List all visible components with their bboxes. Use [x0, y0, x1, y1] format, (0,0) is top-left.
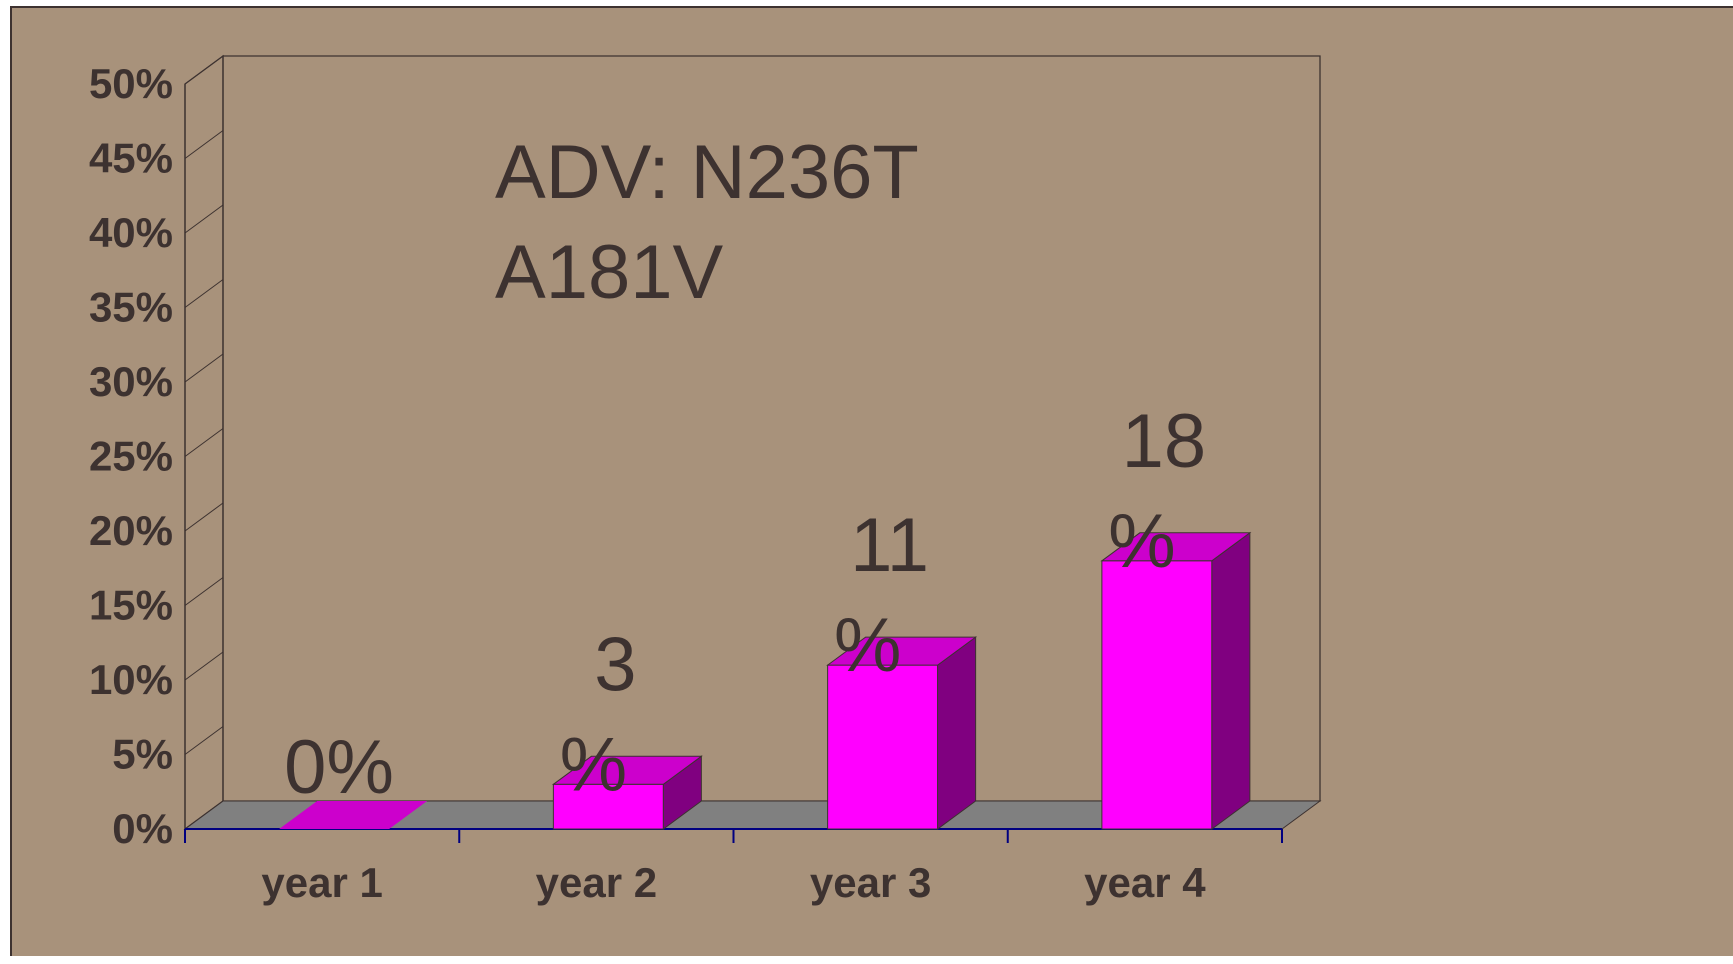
data-label: 0% [284, 725, 394, 810]
y-tick [185, 429, 223, 457]
y-tick-label: 10% [89, 656, 173, 703]
bar-side-3 [938, 637, 976, 829]
bar-front-3 [828, 665, 938, 829]
y-tick-label: 5% [112, 731, 173, 778]
x-tick-label: year 3 [810, 859, 931, 906]
bar-side-4 [1212, 533, 1250, 829]
y-tick [185, 652, 223, 680]
y-tick [185, 727, 223, 755]
x-tick-label: year 1 [261, 859, 382, 906]
data-label: 3 [594, 622, 636, 707]
y-tick [185, 131, 223, 159]
y-tick-label: 30% [89, 358, 173, 405]
bar-chart: ADV: N236T A181V 0%5%10%15%20%25%30%35%4… [12, 8, 1733, 964]
y-tick [185, 503, 223, 531]
data-label: % [1108, 499, 1176, 584]
data-label: % [560, 722, 628, 807]
y-tick-label: 15% [89, 582, 173, 629]
bar-front-4 [1102, 561, 1212, 829]
y-tick-label: 45% [89, 135, 173, 182]
x-tick-label: year 4 [1084, 859, 1206, 906]
y-tick [185, 578, 223, 606]
data-label: % [834, 603, 902, 688]
y-tick-label: 25% [89, 433, 173, 480]
y-tick [185, 280, 223, 308]
x-tick-label: year 2 [536, 859, 657, 906]
y-tick-label: 50% [89, 60, 173, 107]
y-tick [185, 354, 223, 382]
y-tick-label: 20% [89, 507, 173, 554]
chart-title-line-1: ADV: N236T [495, 130, 919, 215]
y-tick [185, 205, 223, 233]
slide-background: ADV: N236T A181V 0% 5% 10% 15% 20% 25% 30% 35% 4… [10, 6, 1733, 956]
chart-title-line-2: A181V [495, 230, 723, 315]
data-label: 18 [1122, 399, 1207, 484]
y-tick-label: 40% [89, 209, 173, 256]
data-label: 11 [850, 503, 929, 588]
y-tick-label: 0% [112, 805, 173, 852]
y-tick [185, 56, 223, 84]
y-tick-label: 35% [89, 284, 173, 331]
